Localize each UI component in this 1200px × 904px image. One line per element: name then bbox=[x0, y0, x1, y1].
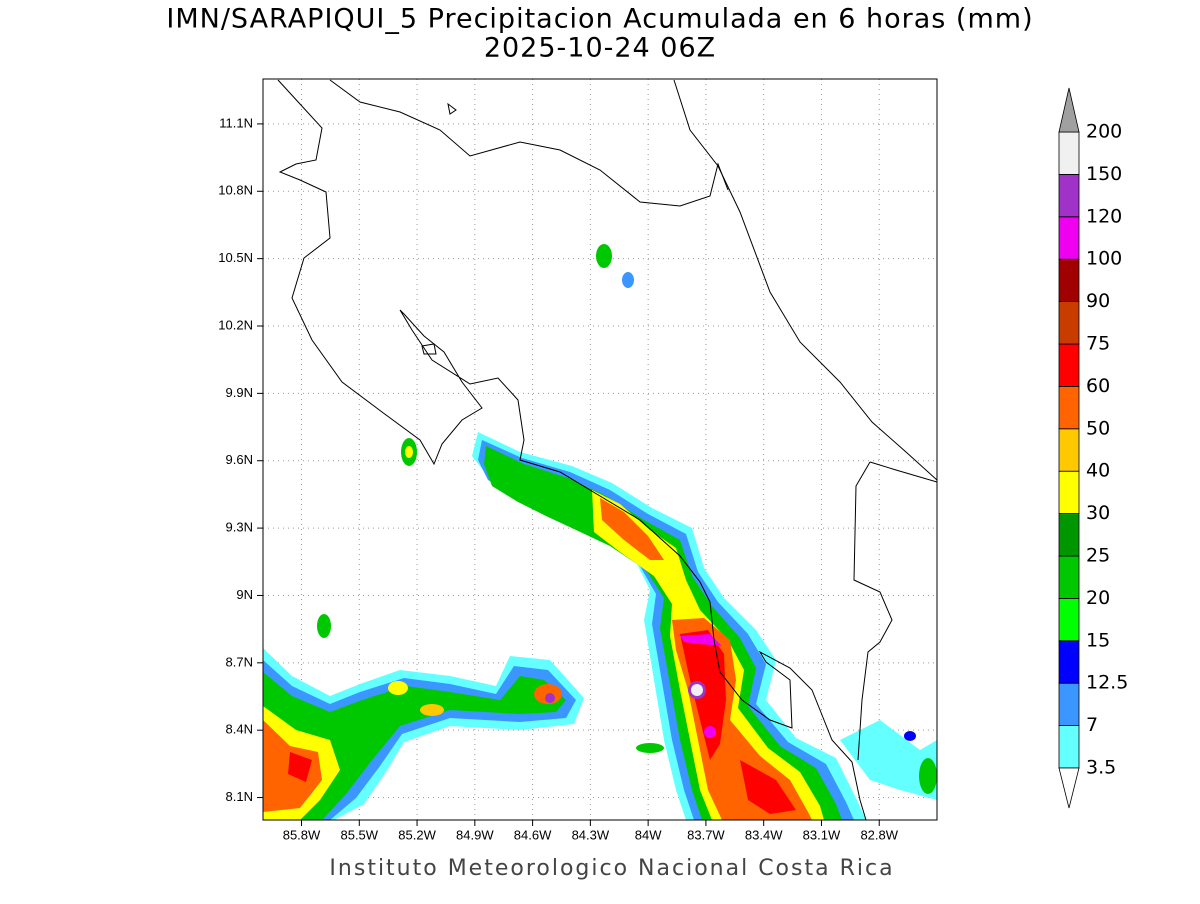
colorbar-segment bbox=[1058, 131, 1080, 175]
colorbar-segment bbox=[1058, 640, 1080, 684]
coastline bbox=[853, 461, 937, 761]
coastline bbox=[673, 79, 937, 481]
lon-tick-label: 83.1W bbox=[803, 827, 841, 842]
colorbar-label: 90 bbox=[1086, 290, 1110, 312]
precip-area bbox=[680, 634, 722, 646]
colorbar-label: 150 bbox=[1086, 163, 1122, 185]
lat-tick-label: 10.8N bbox=[218, 183, 253, 198]
lon-tick-label: 82.8W bbox=[860, 827, 898, 842]
lat-tick-label: 9.6N bbox=[226, 452, 253, 467]
colorbar-segment bbox=[1058, 682, 1080, 727]
lon-tick-label: 84W bbox=[635, 827, 662, 842]
colorbar-label: 75 bbox=[1086, 333, 1110, 355]
precip-area bbox=[317, 614, 331, 638]
colorbar-label: 25 bbox=[1086, 545, 1110, 567]
precip-area bbox=[405, 446, 413, 458]
precip-area bbox=[919, 758, 937, 794]
precip-area bbox=[388, 681, 408, 695]
lat-tick-label: 8.1N bbox=[226, 789, 253, 804]
precip-area bbox=[840, 720, 937, 800]
colorbar-label: 30 bbox=[1086, 502, 1110, 524]
precip-area bbox=[484, 446, 842, 820]
colorbar-segment bbox=[1058, 725, 1080, 769]
coastlines bbox=[277, 79, 937, 820]
subtitle: 2025-10-24 06Z bbox=[484, 33, 716, 64]
lat-tick-label: 10.2N bbox=[218, 317, 253, 332]
colorbar-label: 200 bbox=[1086, 121, 1122, 143]
colorbar-segment bbox=[1058, 555, 1080, 599]
colorbar-segment bbox=[1058, 258, 1080, 303]
colorbar-segment bbox=[1058, 173, 1080, 218]
coastline bbox=[421, 102, 457, 355]
colorbar-label: 60 bbox=[1086, 375, 1110, 397]
lat-tick-label: 9.3N bbox=[226, 520, 253, 535]
precip-area bbox=[691, 684, 703, 696]
lat-tick-label: 9N bbox=[236, 587, 253, 602]
colorbar-segment bbox=[1058, 343, 1080, 387]
colorbar-label: 20 bbox=[1086, 587, 1110, 609]
colorbar-segment bbox=[1058, 216, 1080, 260]
colorbar-label: 15 bbox=[1086, 629, 1110, 651]
lon-tick-label: 84.9W bbox=[456, 827, 494, 842]
colorbar: 3.5 7 12.5 15 20 25 30 40 50 60 75 90 100 120 150 200 bbox=[1058, 87, 1128, 809]
colorbar-segment bbox=[1058, 470, 1080, 515]
precip-area bbox=[636, 743, 664, 753]
precipitation bbox=[263, 244, 937, 820]
colorbar-label: 100 bbox=[1086, 248, 1122, 270]
colorbar-segment bbox=[1058, 513, 1080, 557]
coastline bbox=[277, 79, 867, 820]
axes: 11.1N 10.8N 10.5N 10.2N 9.9N 9.6N 9.3N 9N 8.7N 8.… bbox=[218, 115, 898, 842]
colorbar-over bbox=[1058, 87, 1080, 133]
colorbar-label: 3.5 bbox=[1086, 757, 1116, 779]
precip-area bbox=[740, 760, 796, 814]
lat-tick-label: 8.4N bbox=[226, 722, 253, 737]
precip-area bbox=[263, 672, 566, 820]
lon-tick-label: 84.3W bbox=[572, 827, 610, 842]
lat-tick-label: 10.5N bbox=[218, 250, 253, 265]
precip-area bbox=[596, 244, 612, 268]
colorbar-label: 120 bbox=[1086, 205, 1122, 227]
colorbar-label: 50 bbox=[1086, 417, 1110, 439]
precip-area bbox=[622, 272, 634, 288]
precip-area bbox=[545, 693, 555, 703]
lat-tick-label: 11.1N bbox=[219, 115, 253, 130]
colorbar-label: 7 bbox=[1086, 714, 1098, 736]
lon-tick-label: 85.5W bbox=[340, 827, 378, 842]
colorbar-segment bbox=[1058, 598, 1080, 642]
colorbar-under bbox=[1058, 767, 1080, 809]
colorbar-segment bbox=[1058, 428, 1080, 472]
footer: Instituto Meteorologico Nacional Costa R… bbox=[329, 856, 894, 881]
precip-area bbox=[904, 731, 916, 741]
precip-area bbox=[600, 498, 664, 560]
lat-tick-label: 9.9N bbox=[226, 385, 253, 400]
precip-area bbox=[288, 752, 312, 782]
precip-area bbox=[704, 726, 716, 738]
colorbar-segment bbox=[1058, 301, 1080, 345]
colorbar-label: 12.5 bbox=[1086, 672, 1128, 694]
coastline bbox=[329, 79, 729, 207]
map-frame bbox=[262, 78, 938, 821]
lon-tick-label: 83.7W bbox=[687, 827, 725, 842]
lon-tick-label: 85.8W bbox=[283, 827, 321, 842]
lat-tick-label: 8.7N bbox=[226, 654, 253, 669]
colorbar-segment bbox=[1058, 385, 1080, 430]
lon-tick-label: 85.2W bbox=[398, 827, 436, 842]
colorbar-label: 40 bbox=[1086, 460, 1110, 482]
title: IMN/SARAPIQUI_5 Precipitacion Acumulada … bbox=[166, 4, 1033, 35]
lon-tick-label: 83.4W bbox=[745, 827, 783, 842]
lon-tick-label: 84.6W bbox=[514, 827, 552, 842]
precip-area bbox=[420, 704, 444, 716]
